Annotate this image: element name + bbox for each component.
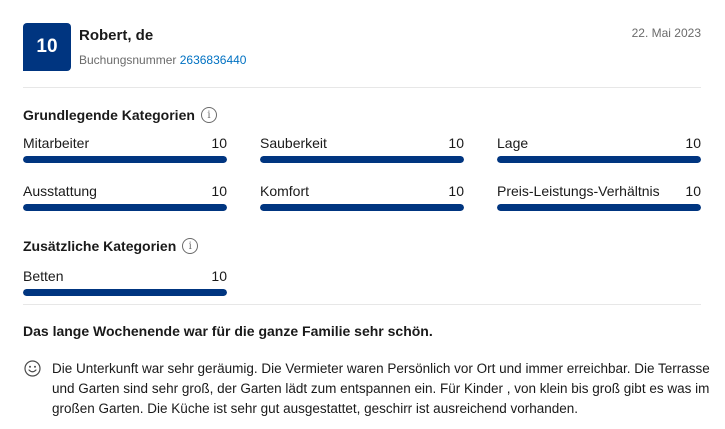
category-mitarbeiter: Mitarbeiter 10 — [23, 134, 227, 163]
score-badge: 10 — [23, 23, 71, 71]
category-bar-fill — [497, 204, 701, 211]
category-label: Ausstattung — [23, 183, 97, 199]
category-bar-fill — [260, 204, 464, 211]
smiley-icon — [24, 360, 41, 377]
booking-number-link[interactable]: 2636836440 — [179, 53, 247, 67]
category-ausstattung: Ausstattung 10 — [23, 182, 227, 211]
category-bar-fill — [23, 204, 227, 211]
category-label: Mitarbeiter — [23, 135, 90, 151]
category-score: 10 — [211, 135, 227, 151]
category-bar — [497, 204, 701, 211]
category-score: 10 — [685, 183, 701, 199]
category-score: 10 — [448, 183, 464, 199]
category-label: Lage — [497, 135, 529, 151]
category-score: 10 — [448, 135, 464, 151]
review-title: Das lange Wochenende war für die ganze F… — [23, 323, 433, 339]
info-icon[interactable]: i — [182, 238, 199, 254]
category-bar — [23, 204, 227, 211]
category-bar — [260, 156, 464, 163]
header-divider — [23, 87, 701, 88]
extra-categories-title: Zusätzliche Kategorien — [23, 238, 177, 254]
category-label: Sauberkeit — [260, 135, 327, 151]
category-preis-leistung: Preis-Leistungs-Verhältnis 10 — [497, 182, 701, 211]
category-bar — [260, 204, 464, 211]
category-bar — [23, 289, 227, 296]
info-icon[interactable]: i — [200, 107, 217, 123]
category-komfort: Komfort 10 — [260, 182, 464, 211]
reviewer-name: Robert, de — [79, 27, 154, 44]
category-bar-fill — [497, 156, 701, 163]
category-bar-fill — [23, 156, 227, 163]
basic-categories-title: Grundlegende Kategorien — [23, 107, 195, 123]
basic-categories-heading: Grundlegende Kategorien i — [23, 107, 217, 123]
category-score: 10 — [211, 268, 227, 284]
category-bar — [23, 156, 227, 163]
booking-row: Buchungsnummer 2636836440 — [79, 53, 246, 67]
review-text: Die Unterkunft war sehr geräumig. Die Ve… — [52, 361, 710, 416]
booking-label: Buchungsnummer — [79, 53, 177, 67]
category-bar-fill — [23, 289, 227, 296]
category-label: Betten — [23, 268, 64, 284]
category-lage: Lage 10 — [497, 134, 701, 163]
category-label: Preis-Leistungs-Verhältnis — [497, 183, 660, 199]
category-bar-fill — [260, 156, 464, 163]
category-betten: Betten 10 — [23, 267, 227, 296]
category-label: Komfort — [260, 183, 310, 199]
category-score: 10 — [685, 135, 701, 151]
category-score: 10 — [211, 183, 227, 199]
category-sauberkeit: Sauberkeit 10 — [260, 134, 464, 163]
category-bar — [497, 156, 701, 163]
review-date: 22. Mai 2023 — [631, 26, 701, 40]
extra-categories-heading: Zusätzliche Kategorien i — [23, 238, 199, 254]
categories-divider — [23, 304, 701, 305]
